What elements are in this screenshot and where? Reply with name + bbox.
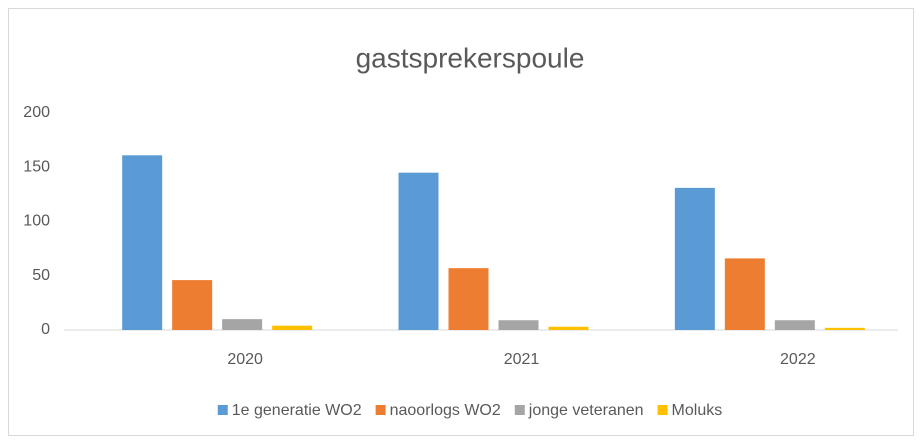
y-tick-label: 0 [41, 321, 50, 338]
x-tick-label: 2021 [504, 351, 540, 368]
legend-swatch [657, 405, 668, 415]
bar [498, 320, 539, 330]
bar [172, 280, 213, 330]
bar [122, 155, 163, 330]
y-tick-label: 100 [23, 213, 50, 230]
legend-label: Moluks [672, 402, 723, 419]
legend-swatch [375, 405, 386, 415]
bar [724, 258, 765, 330]
bar [272, 325, 313, 330]
bar [824, 327, 865, 330]
bar [222, 319, 263, 330]
legend-swatch [217, 405, 228, 415]
bar [448, 268, 489, 330]
legend-swatch [514, 405, 525, 415]
bar [548, 326, 589, 330]
y-tick-label: 200 [23, 104, 50, 121]
bar [674, 187, 715, 330]
legend-label: jonge veteranen [528, 402, 644, 419]
y-tick-label: 150 [23, 158, 50, 175]
x-tick-label: 2020 [227, 351, 263, 368]
legend-label: naoorlogs WO2 [390, 402, 501, 419]
bar [398, 172, 439, 330]
chart-title: gastsprekerspoule [356, 42, 585, 73]
y-tick-label: 50 [32, 267, 50, 284]
bar [774, 320, 815, 330]
legend-label: 1e generatie WO2 [232, 402, 362, 419]
x-tick-label: 2022 [780, 351, 816, 368]
